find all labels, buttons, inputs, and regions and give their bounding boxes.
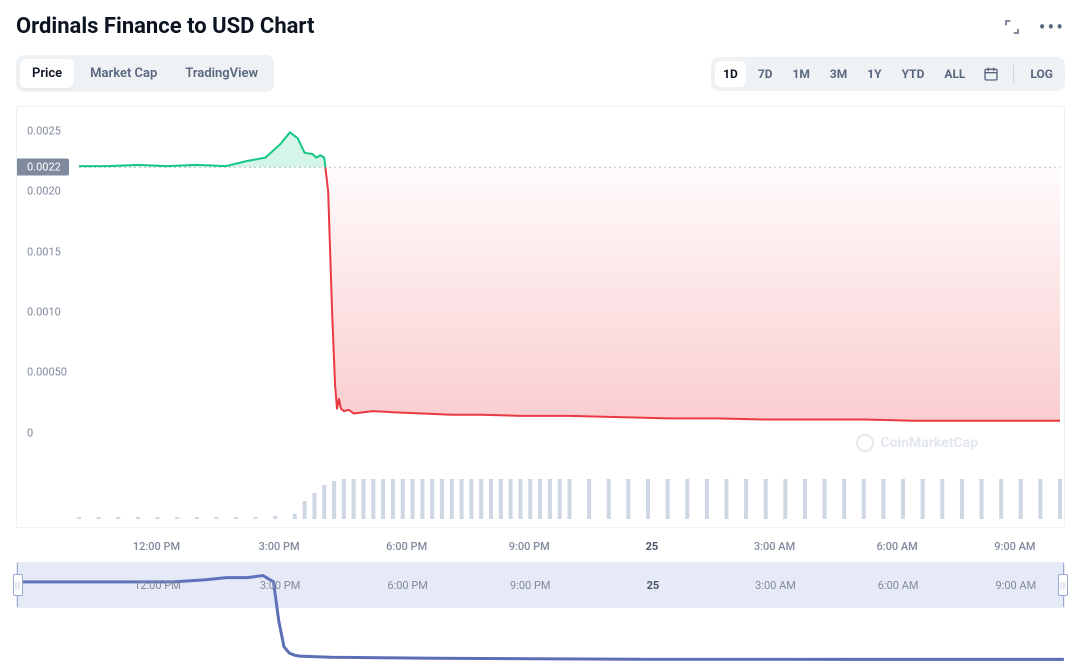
y-tick-label: 0.00050 [27,366,67,379]
range-tab-all[interactable]: ALL [936,61,973,87]
x-tick-label: 6:00 AM [876,540,917,553]
metric-tab-market-cap[interactable]: Market Cap [78,59,169,88]
log-toggle[interactable]: LOG [1022,61,1061,87]
watermark: CoinMarketCap [856,434,978,452]
x-tick-label: 3:00 PM [259,540,300,553]
chart-toolbar: PriceMarket CapTradingView 1D7D1M3M1YYTD… [16,55,1065,92]
navigator-x-label: 9:00 AM [995,579,1036,592]
metric-tab-tradingview[interactable]: TradingView [173,59,270,88]
y-tick-label: 0 [27,426,33,439]
range-tab-1y[interactable]: 1Y [859,61,889,87]
watermark-text: CoinMarketCap [880,435,978,451]
navigator-x-label: 3:00 AM [755,579,796,592]
y-tick-label: 0.0015 [27,245,61,258]
y-tick-label: 0.0010 [27,306,61,319]
header-actions: ••• [1003,17,1065,37]
navigator-x-label: 25 [647,579,660,592]
y-tick-label: 0.0020 [27,185,61,198]
x-tick-label: 9:00 PM [509,540,550,553]
navigator-handle-left[interactable]: || [13,574,23,596]
watermark-icon [856,434,874,452]
y-tick-label: 0.0025 [27,125,61,138]
navigator-x-label: 6:00 PM [387,579,427,592]
expand-icon[interactable] [1003,18,1021,36]
navigator-x-label: 6:00 AM [878,579,919,592]
chart-area: CoinMarketCap 0 0.00050 0.0010 0.0015 0.0020… [16,106,1065,608]
calendar-icon[interactable] [977,62,1005,86]
x-tick-label: 6:00 PM [386,540,427,553]
range-tab-3m[interactable]: 3M [822,61,855,87]
x-tick-label: 9:00 AM [994,540,1035,553]
chart-header: Ordinals Finance to USD Chart ••• [16,14,1065,39]
more-icon[interactable]: ••• [1039,17,1065,37]
page-title: Ordinals Finance to USD Chart [16,14,314,39]
range-group: 1D7D1M3M1YYTDALL LOG [711,57,1065,91]
range-tab-1d[interactable]: 1D [715,61,746,87]
metric-tabs: PriceMarket CapTradingView [16,55,274,92]
metric-tab-price[interactable]: Price [20,59,74,88]
x-tick-label: 25 [646,540,659,553]
chart-navigator[interactable]: || || 12:00 PM 3:00 PM 6:00 PM 9:00 PM 25 3:0… [16,562,1065,608]
x-tick-label: 3:00 AM [754,540,795,553]
y-ref-chip: 0.0022 [17,159,69,176]
navigator-x-label: 12:00 PM [134,579,181,592]
range-tab-ytd[interactable]: YTD [894,61,933,87]
navigator-handle-right[interactable]: || [1058,574,1068,596]
range-tab-7d[interactable]: 7D [750,61,781,87]
x-tick-label: 12:00 PM [133,540,180,553]
range-tab-1m[interactable]: 1M [785,61,818,87]
navigator-x-label: 9:00 PM [510,579,550,592]
navigator-x-label: 3:00 PM [260,579,300,592]
price-chart[interactable]: CoinMarketCap 0 0.00050 0.0010 0.0015 0.0020… [16,106,1065,528]
